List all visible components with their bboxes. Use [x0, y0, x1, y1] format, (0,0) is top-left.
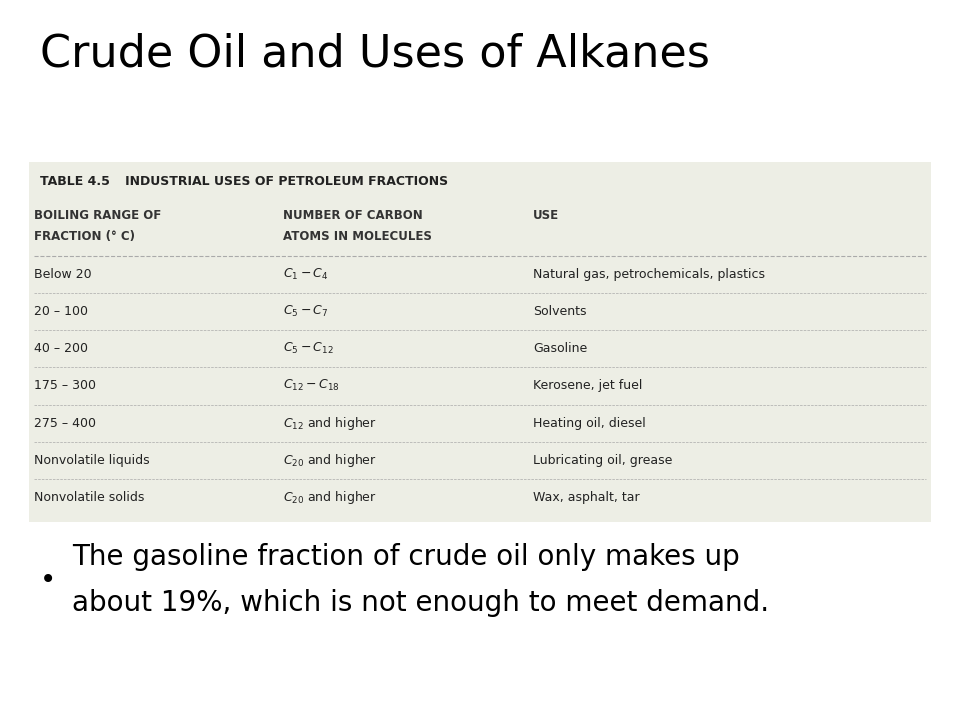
- Text: Lubricating oil, grease: Lubricating oil, grease: [533, 454, 672, 467]
- Text: TABLE 4.5: TABLE 4.5: [40, 175, 110, 188]
- Text: Kerosene, jet fuel: Kerosene, jet fuel: [533, 379, 642, 392]
- Text: The gasoline fraction of crude oil only makes up: The gasoline fraction of crude oil only …: [72, 543, 740, 570]
- Text: $C_{20}$ and higher: $C_{20}$ and higher: [283, 452, 377, 469]
- Text: 175 – 300: 175 – 300: [34, 379, 96, 392]
- Text: FRACTION (° C): FRACTION (° C): [34, 230, 134, 243]
- Text: •: •: [40, 566, 57, 593]
- Text: Natural gas, petrochemicals, plastics: Natural gas, petrochemicals, plastics: [533, 268, 765, 281]
- Text: BOILING RANGE OF: BOILING RANGE OF: [34, 209, 161, 222]
- Text: NUMBER OF CARBON: NUMBER OF CARBON: [283, 209, 423, 222]
- Text: Nonvolatile liquids: Nonvolatile liquids: [34, 454, 149, 467]
- Text: Solvents: Solvents: [533, 305, 587, 318]
- Text: Nonvolatile solids: Nonvolatile solids: [34, 491, 144, 504]
- Text: $C_1 - C_4$: $C_1 - C_4$: [283, 266, 329, 282]
- Text: USE: USE: [533, 209, 559, 222]
- Text: 40 – 200: 40 – 200: [34, 342, 87, 355]
- Text: $C_5 - C_7$: $C_5 - C_7$: [283, 304, 328, 319]
- Text: $C_{20}$ and higher: $C_{20}$ and higher: [283, 489, 377, 506]
- Text: 20 – 100: 20 – 100: [34, 305, 87, 318]
- Text: $C_5 - C_{12}$: $C_5 - C_{12}$: [283, 341, 334, 356]
- Text: ATOMS IN MOLECULES: ATOMS IN MOLECULES: [283, 230, 432, 243]
- Text: 275 – 400: 275 – 400: [34, 417, 96, 430]
- Text: Wax, asphalt, tar: Wax, asphalt, tar: [533, 491, 639, 504]
- Text: Heating oil, diesel: Heating oil, diesel: [533, 417, 645, 430]
- Text: INDUSTRIAL USES OF PETROLEUM FRACTIONS: INDUSTRIAL USES OF PETROLEUM FRACTIONS: [112, 175, 448, 188]
- Text: $C_{12} - C_{18}$: $C_{12} - C_{18}$: [283, 379, 340, 393]
- FancyBboxPatch shape: [29, 162, 931, 522]
- Text: about 19%, which is not enough to meet demand.: about 19%, which is not enough to meet d…: [72, 589, 769, 616]
- Text: Below 20: Below 20: [34, 268, 91, 281]
- Text: Gasoline: Gasoline: [533, 342, 588, 355]
- Text: Crude Oil and Uses of Alkanes: Crude Oil and Uses of Alkanes: [40, 32, 710, 76]
- Text: $C_{12}$ and higher: $C_{12}$ and higher: [283, 415, 377, 432]
